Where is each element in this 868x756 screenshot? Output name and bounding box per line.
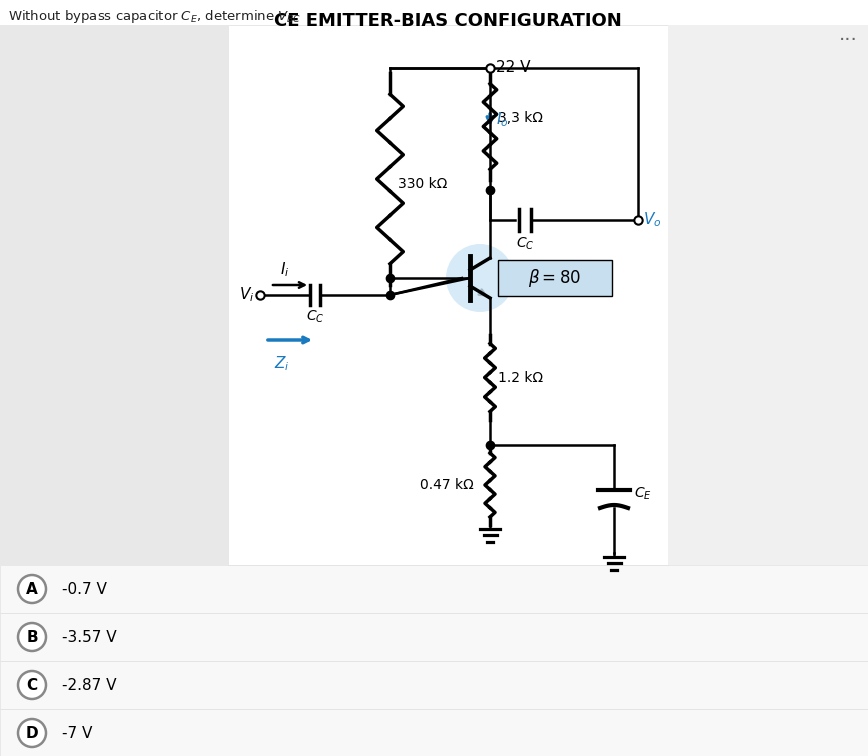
Text: 1.2 kΩ: 1.2 kΩ xyxy=(498,370,543,385)
Text: -2.87 V: -2.87 V xyxy=(62,677,116,692)
Text: 22 V: 22 V xyxy=(496,60,530,76)
Text: C: C xyxy=(26,677,37,692)
Bar xyxy=(0,661,868,709)
Text: $C_C$: $C_C$ xyxy=(516,236,534,253)
Text: $V_o$: $V_o$ xyxy=(643,211,661,229)
Text: -7 V: -7 V xyxy=(62,726,92,740)
Text: B: B xyxy=(26,630,38,645)
Text: $\beta = 80$: $\beta = 80$ xyxy=(529,267,582,289)
Text: 330 kΩ: 330 kΩ xyxy=(398,177,447,191)
Text: D: D xyxy=(26,726,38,740)
Text: $C_E$: $C_E$ xyxy=(634,486,652,502)
Text: $I_i$: $I_i$ xyxy=(280,260,290,279)
Circle shape xyxy=(18,671,46,699)
Bar xyxy=(228,25,668,565)
Circle shape xyxy=(18,623,46,651)
Text: -0.7 V: -0.7 V xyxy=(62,581,107,596)
Text: $Z_i$: $Z_i$ xyxy=(274,354,290,373)
Bar xyxy=(668,25,868,565)
Text: $I_o$: $I_o$ xyxy=(496,110,509,129)
Bar xyxy=(0,25,228,565)
Circle shape xyxy=(18,719,46,747)
Text: 0.47 kΩ: 0.47 kΩ xyxy=(420,478,474,492)
Bar xyxy=(0,709,868,756)
Text: ···: ··· xyxy=(839,30,858,49)
Text: Without bypass capacitor $C_E$, determine $V_{BC}$: Without bypass capacitor $C_E$, determin… xyxy=(8,8,301,25)
Circle shape xyxy=(446,244,514,312)
Bar xyxy=(0,565,868,613)
Circle shape xyxy=(18,575,46,603)
Text: 3,3 kΩ: 3,3 kΩ xyxy=(498,111,543,125)
FancyBboxPatch shape xyxy=(498,260,612,296)
Text: -3.57 V: -3.57 V xyxy=(62,630,116,645)
Bar xyxy=(0,613,868,661)
Text: $C_C$: $C_C$ xyxy=(306,309,325,325)
Text: $V_i$: $V_i$ xyxy=(239,286,254,305)
Text: A: A xyxy=(26,581,38,596)
Text: CE EMITTER-BIAS CONFIGURATION: CE EMITTER-BIAS CONFIGURATION xyxy=(274,12,621,30)
